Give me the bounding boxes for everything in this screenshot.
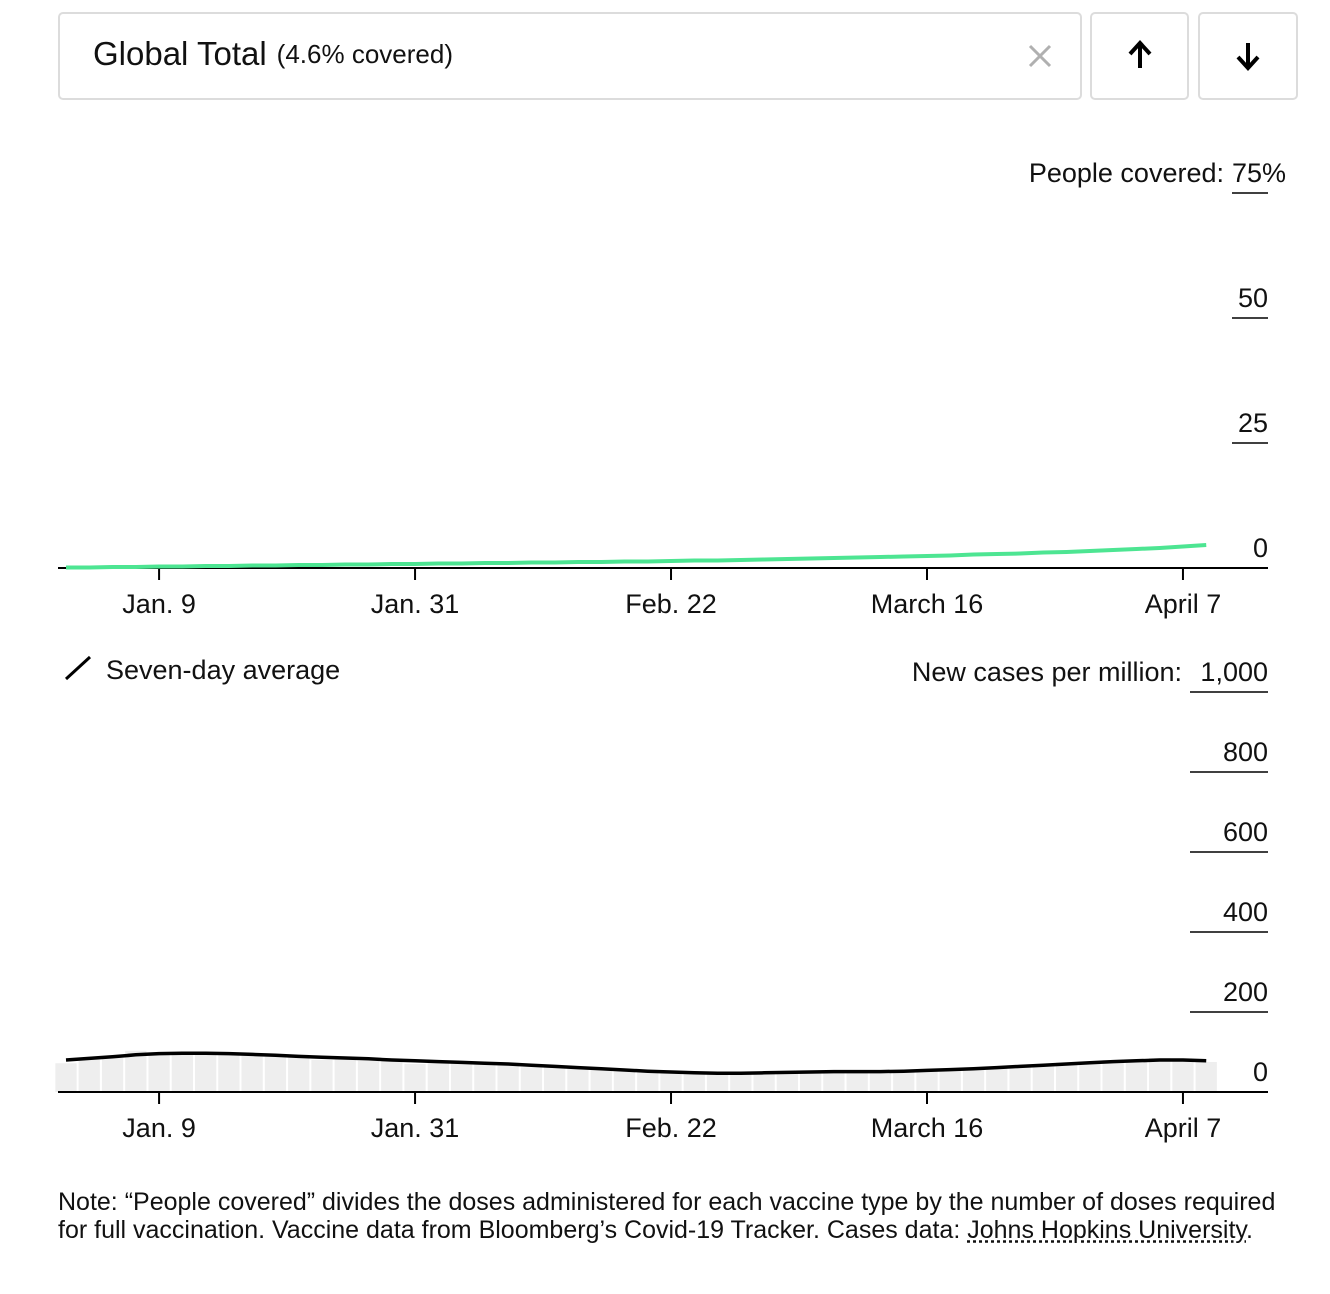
bar [986, 1068, 1008, 1092]
line [66, 543, 1207, 570]
bar [381, 1058, 403, 1092]
bar [1009, 1065, 1031, 1092]
y-axis-label: New cases per million: [912, 657, 1182, 687]
bar [1079, 1064, 1101, 1092]
x-tick-label: March 16 [871, 1113, 984, 1143]
bar [288, 1054, 310, 1092]
bar [55, 1063, 77, 1092]
bar [474, 1064, 496, 1092]
bar [357, 1060, 380, 1092]
y-tick-label: 600 [1223, 817, 1268, 847]
x-tick-label: Jan. 31 [371, 1113, 460, 1143]
bar [730, 1072, 752, 1092]
search-text: Global Total (4.6% covered) [93, 35, 453, 72]
bar [1125, 1061, 1148, 1092]
bar [683, 1072, 705, 1092]
bar [171, 1052, 193, 1092]
bar [334, 1057, 356, 1092]
bar [520, 1067, 543, 1092]
y-axis-label: People covered: [1029, 158, 1224, 188]
y-tick-label: 0 [1253, 1057, 1268, 1087]
y-tick-label: 200 [1223, 977, 1268, 1007]
y-tick-label: 0 [1253, 533, 1268, 563]
bar [939, 1070, 961, 1092]
charts: Global Total (4.6% covered) Seven-day ave… [55, 12, 1298, 1143]
bar [78, 1057, 100, 1092]
y-tick-label: 1,000 [1200, 657, 1268, 687]
x-tick-label: April 7 [1145, 589, 1222, 619]
bar [800, 1073, 822, 1092]
up-arrow [1128, 40, 1152, 68]
bar [1055, 1062, 1078, 1092]
bar [218, 1052, 240, 1092]
bar [869, 1071, 892, 1092]
x-tick-label: Jan. 31 [371, 589, 460, 619]
bar [1195, 1062, 1217, 1092]
bar [101, 1058, 124, 1092]
y-tick-label: 25 [1238, 408, 1268, 438]
note-end: . [1246, 1216, 1253, 1244]
bar [125, 1050, 147, 1092]
y-tick-label: 800 [1223, 737, 1268, 767]
x-tick-label: April 7 [1145, 1113, 1222, 1143]
bar [1032, 1066, 1054, 1092]
line [65, 1051, 1207, 1075]
bar [846, 1072, 868, 1092]
bar [1172, 1060, 1194, 1092]
bar [1102, 1060, 1124, 1092]
bar [776, 1071, 799, 1092]
bar [590, 1068, 612, 1092]
y-tick-label: 50 [1238, 283, 1268, 313]
x-tick-label: Feb. 22 [625, 1113, 717, 1143]
bar [613, 1071, 636, 1092]
search-subtitle: (4.6% covered) [277, 39, 453, 69]
x-tick-label: Jan. 9 [122, 589, 196, 619]
bar [823, 1070, 845, 1092]
down-arrow [1236, 43, 1260, 71]
y-tick-label: 75% [1232, 158, 1286, 188]
bar [916, 1069, 938, 1092]
bar [450, 1063, 473, 1092]
note-link[interactable]: Johns Hopkins University [967, 1216, 1247, 1244]
bar [148, 1053, 170, 1092]
bar [194, 1054, 217, 1092]
bar [1149, 1058, 1171, 1092]
legend-label: Seven-day average [106, 655, 340, 685]
bar [544, 1065, 566, 1092]
bar [427, 1060, 449, 1092]
x-tick-label: March 16 [871, 589, 984, 619]
bar [567, 1068, 589, 1092]
x-tick-label: Jan. 9 [122, 1113, 196, 1143]
clear-button[interactable] [1028, 44, 1052, 68]
bar [962, 1068, 985, 1092]
search-box[interactable] [58, 12, 1082, 100]
search-title: Global Total [93, 35, 267, 72]
bar [404, 1064, 426, 1092]
bar [241, 1056, 263, 1092]
y-tick-label: 400 [1223, 897, 1268, 927]
bar [637, 1070, 659, 1092]
bar [497, 1062, 519, 1092]
x-tick-label: Feb. 22 [625, 589, 717, 619]
bar [660, 1072, 682, 1092]
bar [706, 1074, 729, 1092]
note-text: Note: “People covered” divides the doses… [58, 1188, 1276, 1244]
bar [753, 1073, 775, 1092]
legend-swatch [64, 655, 92, 681]
bar [264, 1056, 287, 1092]
bar [311, 1060, 333, 1092]
note: Note: “People covered” divides the doses… [58, 1188, 1298, 1244]
bar [893, 1072, 915, 1092]
